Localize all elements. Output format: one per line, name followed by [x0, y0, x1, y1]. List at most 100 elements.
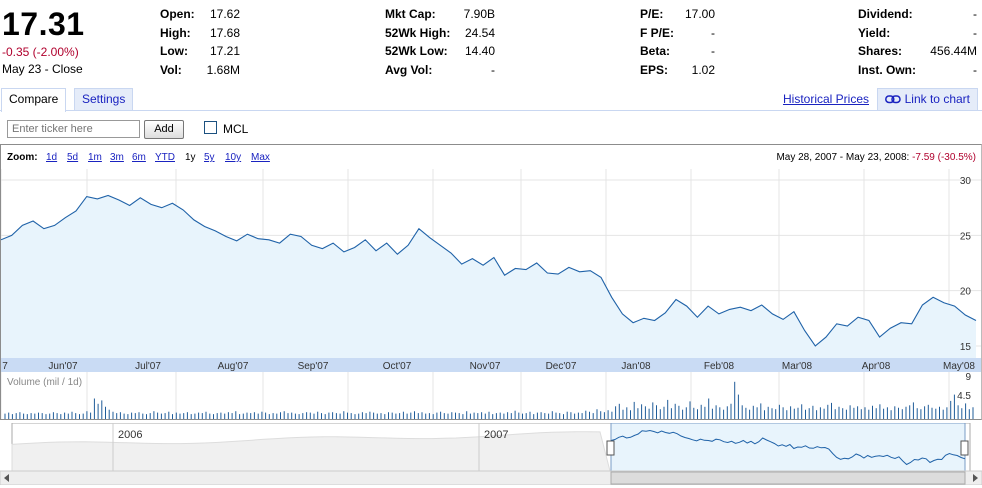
tab-divider	[0, 110, 982, 111]
volume-tick-label: 9	[965, 372, 971, 383]
stat-value: 17.68	[209, 25, 240, 40]
x-tick-label: Jan'08	[621, 361, 651, 372]
stat-value: 17.00	[684, 7, 715, 21]
stat-label: Low:	[160, 44, 188, 59]
zoom-ytd[interactable]: YTD	[155, 152, 175, 163]
stat-fpe: F P/E: -	[640, 24, 715, 43]
link-to-chart-button[interactable]: Link to chart	[877, 88, 978, 111]
stat-label: Vol:	[160, 62, 182, 77]
zoom-6m[interactable]: 6m	[132, 152, 146, 163]
compare-panel: Add MCL	[0, 111, 982, 144]
stat-value: 456.44M	[930, 44, 977, 59]
stat-yield: Yield: -	[858, 24, 977, 43]
stat-value: 7.90B	[463, 7, 495, 21]
stat-high: High: 17.68	[160, 24, 240, 43]
stat-value: -	[973, 62, 977, 77]
stat-dividend: Dividend: -	[858, 5, 977, 24]
price-plot[interactable]: 15 20 25 30 7 Jun'07 Jul'07 Aug'07 Sep'07 Oct'07 N…	[1, 169, 981, 419]
zoom-10y[interactable]: 10y	[225, 152, 242, 163]
zoom-3m[interactable]: 3m	[110, 152, 124, 163]
stat-label: Inst. Own:	[858, 62, 916, 77]
x-tick-label: Nov'07	[470, 361, 501, 372]
stat-label: Avg Vol:	[385, 62, 433, 77]
x-tick-label: Jun'07	[48, 361, 78, 372]
stat-label: Shares:	[858, 44, 903, 59]
zoom-1d[interactable]: 1d	[46, 152, 58, 163]
stat-value: -	[711, 44, 715, 59]
range-navigator[interactable]: 200620072008	[0, 423, 982, 485]
zoom-5y[interactable]: 5y	[204, 152, 215, 163]
stat-label: Beta:	[640, 44, 671, 59]
x-tick-label: Aug'07	[218, 361, 249, 372]
y-tick-label: 30	[960, 176, 972, 187]
stat-label: P/E:	[640, 7, 664, 21]
stat-value: 17.21	[209, 44, 240, 59]
navigator-year-label: 2007	[484, 429, 508, 441]
stat-label: Yield:	[858, 25, 891, 40]
stat-label: Open:	[160, 7, 195, 21]
zoom-max[interactable]: Max	[251, 152, 270, 163]
zoom-label: Zoom:	[7, 152, 38, 163]
mcl-checkbox[interactable]	[204, 121, 217, 134]
stat-beta: Beta: -	[640, 42, 715, 61]
price-area	[1, 195, 976, 358]
stat-eps: EPS: 1.02	[640, 61, 715, 80]
range-dates: May 28, 2007 - May 23, 2008:	[776, 152, 910, 163]
tab-compare[interactable]: Compare	[1, 88, 67, 112]
range-change: -7.59 (-30.5%)	[912, 152, 976, 163]
stats-column-4: Dividend: - Yield: - Shares: 456.44M Inst. …	[858, 5, 977, 79]
zoom-5d[interactable]: 5d	[67, 152, 79, 163]
price-change: -0.35 (-2.00%)	[2, 45, 79, 59]
navigator-line	[610, 429, 966, 466]
scroll-left-arrow-icon	[4, 474, 9, 482]
y-tick-label: 25	[960, 231, 972, 242]
stat-low: Low: 17.21	[160, 42, 240, 61]
stats-column-1: Open: 17.62 High: 17.68 Low: 17.21 Vol: 1.68…	[160, 5, 240, 79]
x-tick-label: 7	[2, 361, 8, 372]
volume-tick-label: 4.5	[957, 391, 971, 402]
stat-inst-own: Inst. Own: -	[858, 61, 977, 80]
stat-open: Open: 17.62	[160, 5, 240, 24]
navigator-history	[11, 431, 611, 472]
stat-pe: P/E: 17.00	[640, 5, 715, 24]
ticker-input[interactable]	[7, 120, 140, 138]
volume-label: Volume (mil / 1d)	[7, 377, 82, 388]
link-to-chart-label: Link to chart	[904, 92, 970, 106]
stat-52wk-low: 52Wk Low: 14.40	[385, 42, 495, 61]
stat-value: 1.02	[691, 62, 715, 77]
stat-value: -	[973, 7, 977, 21]
stat-52wk-high: 52Wk High: 24.54	[385, 24, 495, 43]
stat-value: 14.40	[464, 44, 495, 59]
x-tick-label: Sep'07	[298, 361, 329, 372]
stat-value: -	[491, 62, 495, 77]
navigator-selection	[610, 423, 966, 472]
stats-column-3: P/E: 17.00 F P/E: - Beta: - EPS: 1.02	[640, 5, 715, 79]
zoom-bar: Zoom: 1d 5d 1m 3m 6m YTD 1y 5y 10y Max M…	[1, 145, 981, 169]
x-axis-band	[1, 358, 981, 372]
x-tick-label: Apr'08	[862, 361, 891, 372]
price-chart: Zoom: 1d 5d 1m 3m 6m YTD 1y 5y 10y Max M…	[0, 144, 982, 420]
stat-value: 24.54	[464, 25, 495, 40]
stat-value: -	[711, 25, 715, 40]
zoom-1y[interactable]: 1y	[185, 152, 196, 163]
stat-label: High:	[160, 25, 191, 40]
stat-label: 52Wk Low:	[385, 44, 448, 59]
x-tick-label: Oct'07	[383, 361, 412, 372]
y-tick-label: 20	[960, 287, 972, 298]
stat-label: Dividend:	[858, 7, 913, 21]
stat-value: 1.68M	[206, 62, 240, 77]
navigator-scroll-thumb	[610, 471, 966, 485]
tab-settings[interactable]: Settings	[74, 88, 134, 111]
historical-prices-link[interactable]: Historical Prices	[782, 92, 869, 106]
mcl-checkbox-label: MCL	[223, 122, 249, 136]
x-tick-label: Jul'07	[135, 361, 161, 372]
zoom-1m[interactable]: 1m	[88, 152, 102, 163]
navigator-handle-right	[960, 440, 969, 456]
add-ticker-button[interactable]: Add	[144, 120, 184, 139]
stat-vol: Vol: 1.68M	[160, 61, 240, 80]
stat-mkt-cap: Mkt Cap: 7.90B	[385, 5, 495, 24]
x-tick-label: May'08	[943, 361, 975, 372]
last-price: 17.31	[2, 6, 85, 42]
stat-label: EPS:	[640, 62, 669, 77]
range-info: May 28, 2007 - May 23, 2008: -7.59 (-30.…	[776, 152, 976, 163]
